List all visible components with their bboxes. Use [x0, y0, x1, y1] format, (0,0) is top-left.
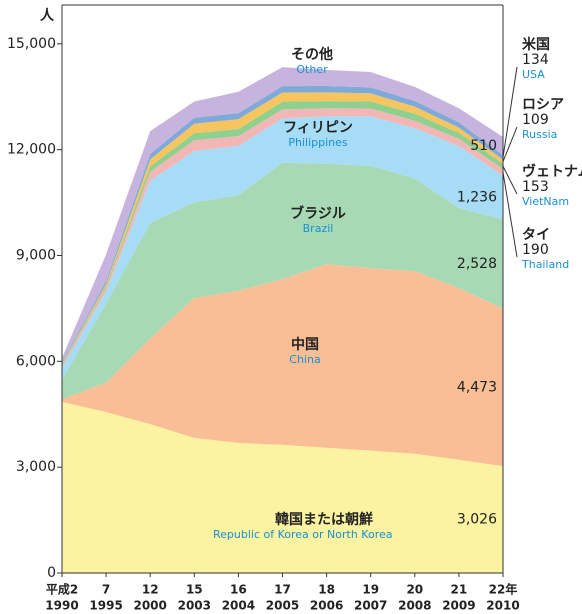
side-name: タイ	[522, 227, 550, 243]
x-tick-label: 19	[362, 583, 379, 597]
x-tick-label: 12	[142, 583, 159, 597]
leader-line	[502, 166, 518, 195]
x-tick-year: 2008	[398, 599, 431, 613]
series-label-en: Republic of Korea or North Korea	[213, 528, 393, 541]
area	[62, 401, 503, 573]
series-label-en: China	[289, 353, 320, 366]
leader-line	[502, 66, 518, 158]
x-tick-year: 2004	[222, 599, 255, 613]
series-label: ブラジル	[290, 205, 346, 222]
x-tick-year: 2003	[178, 599, 211, 613]
side-value: 190	[522, 242, 549, 258]
value-label: 3,026	[457, 512, 497, 528]
x-tick-label: 16	[230, 583, 247, 597]
x-tick-year: 2005	[266, 599, 299, 613]
x-tick-year: 2000	[133, 599, 166, 613]
side-name-en: Russia	[522, 128, 557, 141]
side-name: ロシア	[522, 97, 564, 113]
x-tick-label: 18	[318, 583, 335, 597]
side-value: 109	[522, 112, 549, 128]
side-name-en: VietNam	[522, 195, 569, 208]
x-tick-label: 平成2	[46, 582, 78, 597]
side-value: 134	[522, 52, 549, 68]
series-label-en: Brazil	[303, 222, 334, 235]
series-label: フィリピン	[283, 120, 353, 136]
x-tick-year: 2007	[354, 599, 387, 613]
value-label: 4,473	[457, 379, 497, 395]
y-tick-label: 0	[47, 565, 56, 581]
series-label-en: Philippines	[288, 136, 348, 149]
y-tick-label: 6,000	[16, 353, 56, 369]
x-tick-label: 17	[274, 583, 291, 597]
y-tick-label: 15,000	[7, 36, 56, 52]
value-label: 510	[470, 138, 497, 154]
x-tick-year: 1995	[89, 599, 122, 613]
x-tick-year: 1990	[45, 599, 78, 613]
x-tick-label: 20	[406, 583, 423, 597]
x-tick-label: 22年	[489, 582, 518, 597]
side-name: ヴェトナム	[522, 163, 582, 180]
value-label: 2,528	[457, 256, 497, 272]
leader-line	[502, 172, 518, 258]
value-label: 1,236	[457, 189, 497, 205]
side-value: 153	[522, 179, 549, 195]
x-tick-year: 2006	[310, 599, 343, 613]
x-tick-label: 7	[102, 583, 110, 597]
x-tick-year: 2009	[442, 599, 475, 613]
series-label-en: Other	[296, 63, 328, 76]
x-tick-label: 21	[451, 583, 468, 597]
side-name-en: USA	[522, 68, 545, 81]
area	[62, 116, 503, 380]
y-tick-label: 12,000	[7, 142, 56, 158]
leader-line	[502, 126, 518, 162]
x-tick-label: 15	[186, 583, 203, 597]
series-label: その他	[291, 46, 333, 63]
series-label: 中国	[291, 336, 319, 353]
y-tick-label: 3,000	[16, 459, 56, 475]
area	[62, 264, 503, 467]
area	[62, 162, 503, 400]
side-name: 米国	[522, 36, 550, 53]
x-tick-year: 2010	[486, 599, 519, 613]
y-axis-label: 人	[40, 7, 55, 24]
side-name-en: Thailand	[521, 258, 569, 271]
y-tick-label: 9,000	[16, 247, 56, 263]
series-label: 韓国または朝鮮	[275, 511, 373, 528]
